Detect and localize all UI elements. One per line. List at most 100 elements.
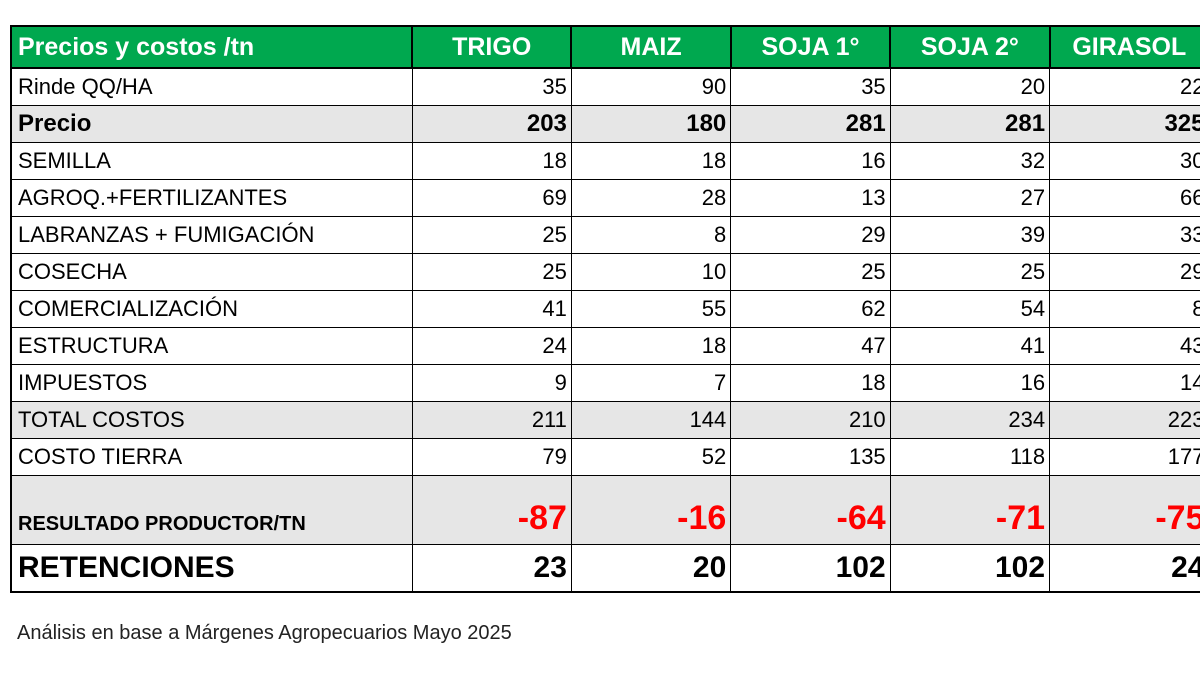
- row-value: 180: [570, 105, 732, 143]
- row-value: 102: [730, 544, 891, 593]
- row-value: 16: [730, 142, 891, 180]
- table-row: COMERCIALIZACIÓN415562548: [10, 290, 1200, 328]
- row-value: 32: [889, 142, 1051, 180]
- row-value: 18: [570, 142, 732, 180]
- row-value: 69: [411, 179, 572, 217]
- row-value: 9: [411, 364, 572, 402]
- row-value: 90: [570, 67, 732, 106]
- header-girasol: GIRASOL: [1048, 25, 1200, 69]
- row-value: 55: [570, 290, 732, 328]
- row-value: 41: [889, 327, 1051, 365]
- row-label: RETENCIONES: [10, 544, 413, 593]
- row-value: 27: [889, 179, 1051, 217]
- row-label: Precio: [10, 105, 413, 143]
- row-value: 25: [730, 253, 891, 291]
- row-value: 281: [889, 105, 1051, 143]
- row-value: -75: [1049, 475, 1200, 545]
- row-value: 24: [1049, 544, 1200, 593]
- header-label: Precios y costos /tn: [10, 25, 413, 69]
- row-label: COSECHA: [10, 253, 413, 291]
- row-value: 66: [1049, 179, 1200, 217]
- row-label: LABRANZAS + FUMIGACIÓN: [10, 216, 413, 254]
- row-value: -64: [730, 475, 891, 545]
- row-value: 135: [730, 438, 891, 476]
- table-row: AGROQ.+FERTILIZANTES6928132766: [10, 179, 1200, 217]
- row-value: 8: [1049, 290, 1200, 328]
- row-value: -16: [570, 475, 732, 545]
- row-value: 30: [1049, 142, 1200, 180]
- row-label: Rinde QQ/HA: [10, 67, 413, 106]
- row-value: -87: [411, 475, 572, 545]
- header-trigo: TRIGO: [410, 25, 573, 69]
- row-value: 13: [730, 179, 891, 217]
- row-value: 29: [730, 216, 891, 254]
- row-value: 8: [570, 216, 732, 254]
- row-label: AGROQ.+FERTILIZANTES: [10, 179, 413, 217]
- row-value: 203: [411, 105, 572, 143]
- table-row: IMPUESTOS97181614: [10, 364, 1200, 402]
- table-row: RESULTADO PRODUCTOR/TN -87 -16 -64 -71 -75: [10, 475, 1200, 545]
- row-value: 281: [730, 105, 891, 143]
- row-value: 102: [889, 544, 1051, 593]
- row-value: 25: [411, 253, 572, 291]
- costs-table: Precios y costos /tn TRIGO MAIZ SOJA 1° …: [10, 25, 1200, 593]
- row-value: 23: [411, 544, 572, 593]
- table-header-row: Precios y costos /tn TRIGO MAIZ SOJA 1° …: [10, 25, 1200, 69]
- source-note: Análisis en base a Márgenes Agropecuario…: [17, 622, 512, 644]
- row-value: 118: [889, 438, 1051, 476]
- row-value: 28: [570, 179, 732, 217]
- row-value: 18: [570, 327, 732, 365]
- row-value: 35: [411, 67, 572, 106]
- row-label: COMERCIALIZACIÓN: [10, 290, 413, 328]
- row-value: 7: [570, 364, 732, 402]
- row-value: 33: [1049, 216, 1200, 254]
- header-maiz: MAIZ: [570, 25, 732, 69]
- table-row: Precio203180281281325: [10, 105, 1200, 143]
- row-value: 18: [411, 142, 572, 180]
- row-label: SEMILLA: [10, 142, 413, 180]
- row-value: 210: [730, 401, 891, 439]
- row-value: 29: [1049, 253, 1200, 291]
- row-value: 18: [730, 364, 891, 402]
- row-value: 47: [730, 327, 891, 365]
- header-soja-1: SOJA 1°: [729, 25, 892, 69]
- row-value: 22: [1049, 67, 1200, 106]
- row-value: 35: [730, 67, 891, 106]
- row-value: 325: [1049, 105, 1200, 143]
- row-value: 79: [411, 438, 572, 476]
- row-value: 144: [570, 401, 732, 439]
- row-value: 14: [1049, 364, 1200, 402]
- row-value: 41: [411, 290, 572, 328]
- row-value: 20: [570, 544, 732, 593]
- row-value: 211: [411, 401, 572, 439]
- row-value: 177: [1049, 438, 1200, 476]
- header-soja-2: SOJA 2°: [889, 25, 1051, 69]
- table-row: SEMILLA1818163230: [10, 142, 1200, 180]
- row-value: -71: [889, 475, 1051, 545]
- table-row: COSECHA2510252529: [10, 253, 1200, 291]
- row-value: 43: [1049, 327, 1200, 365]
- table-row: Rinde QQ/HA3590352022: [10, 67, 1200, 106]
- row-value: 234: [889, 401, 1051, 439]
- row-label: TOTAL COSTOS: [10, 401, 413, 439]
- row-value: 25: [411, 216, 572, 254]
- table-row: LABRANZAS + FUMIGACIÓN258293933: [10, 216, 1200, 254]
- table-row: TOTAL COSTOS211144210234223: [10, 401, 1200, 439]
- table-row: COSTO TIERRA7952135118177: [10, 438, 1200, 476]
- row-value: 10: [570, 253, 732, 291]
- table-row: RETENCIONES232010210224: [10, 544, 1200, 593]
- row-label: COSTO TIERRA: [10, 438, 413, 476]
- row-value: 24: [411, 327, 572, 365]
- row-value: 39: [889, 216, 1051, 254]
- row-value: 54: [889, 290, 1051, 328]
- row-value: 62: [730, 290, 891, 328]
- row-value: 223: [1049, 401, 1200, 439]
- row-value: 52: [570, 438, 732, 476]
- table-row: ESTRUCTURA2418474143: [10, 327, 1200, 365]
- row-label: IMPUESTOS: [10, 364, 413, 402]
- row-value: 25: [889, 253, 1051, 291]
- row-label: RESULTADO PRODUCTOR/TN: [10, 475, 413, 545]
- row-label: ESTRUCTURA: [10, 327, 413, 365]
- row-value: 20: [889, 67, 1051, 106]
- row-value: 16: [889, 364, 1051, 402]
